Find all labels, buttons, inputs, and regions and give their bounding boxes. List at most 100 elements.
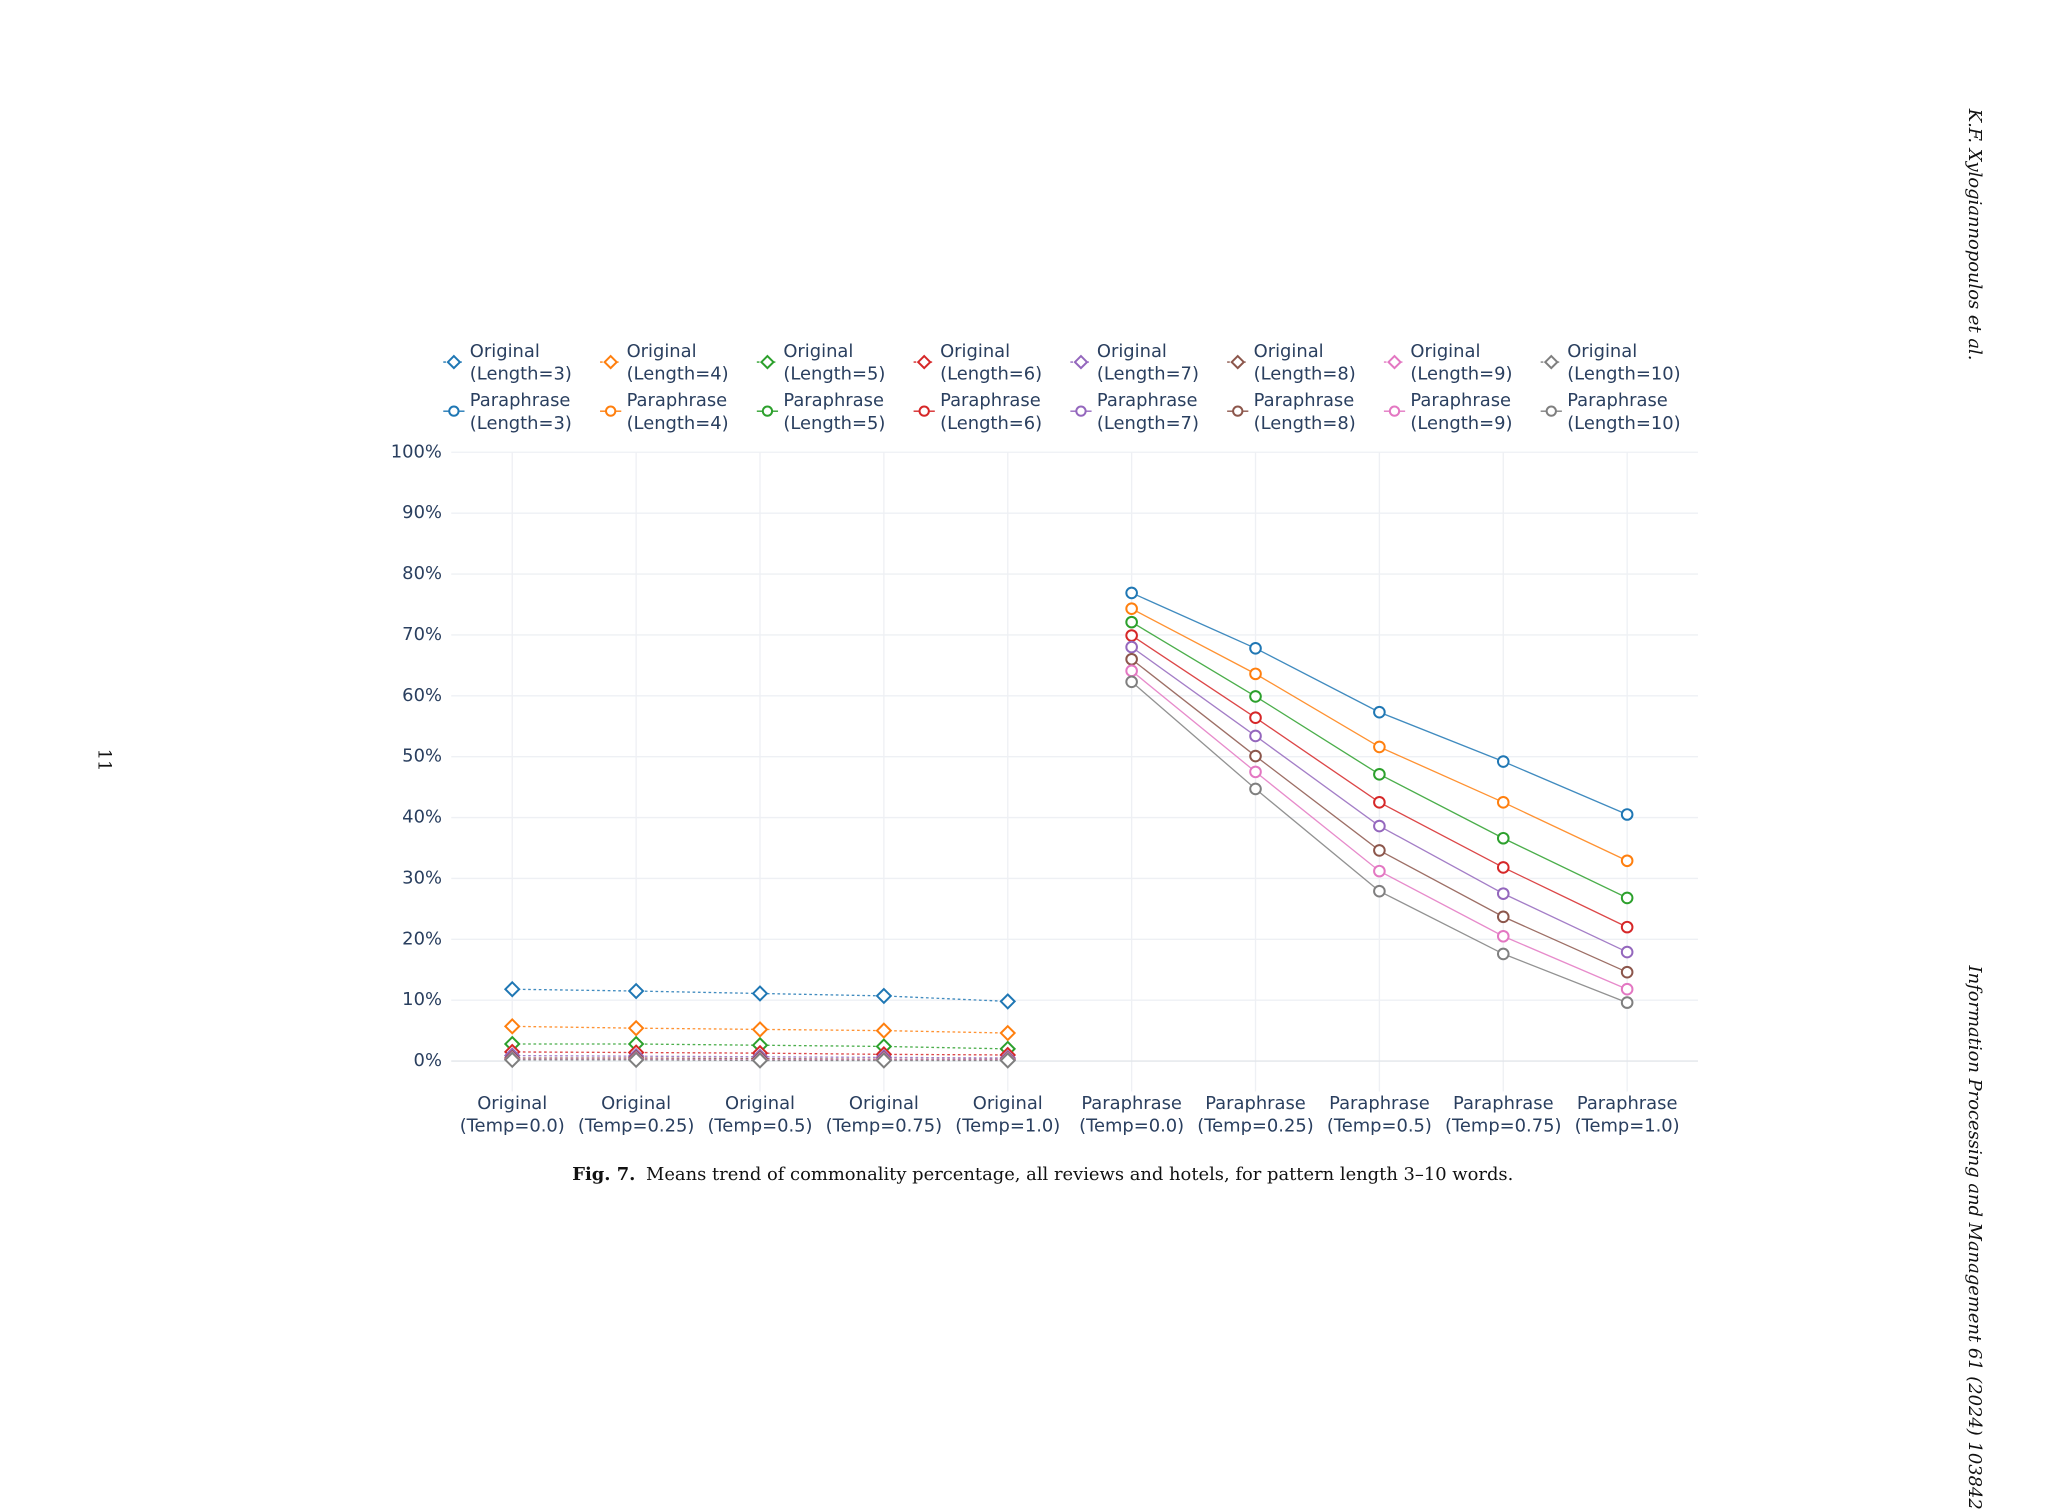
data-marker [751, 1021, 769, 1038]
y-tick-label: 0% [414, 1050, 442, 1071]
data-marker [1496, 947, 1510, 961]
x-tick-label: Original (Temp=0.0) [460, 1093, 565, 1137]
data-marker [1620, 996, 1634, 1009]
legend-marker [1388, 405, 1401, 417]
legend-label: Paraphrase (Length=9) [1410, 390, 1512, 434]
data-marker [1249, 667, 1262, 681]
y-tick-label: 100% [391, 441, 442, 462]
legend-marker [446, 354, 462, 370]
x-tick-label: Original (Temp=1.0) [955, 1093, 1060, 1137]
x-tick-label: Original (Temp=0.5) [707, 1093, 812, 1137]
legend-label: Paraphrase (Length=6) [940, 390, 1042, 434]
legend-label: Original (Length=8) [1254, 341, 1356, 385]
y-tick-label: 90% [402, 502, 442, 523]
data-marker [875, 987, 893, 1005]
legend-label: Original (Length=7) [1097, 341, 1199, 385]
x-tick-label: Paraphrase (Temp=1.0) [1575, 1093, 1680, 1137]
x-tick-label: Paraphrase (Temp=0.0) [1079, 1093, 1184, 1137]
data-marker [1496, 929, 1510, 943]
data-marker [1125, 640, 1138, 654]
data-marker [503, 980, 521, 998]
x-tick-label: Original (Temp=0.75) [826, 1093, 942, 1137]
legend-label: Original (Length=6) [940, 341, 1042, 385]
data-marker [503, 1018, 521, 1035]
legend-marker [918, 405, 930, 417]
legend-label: Original (Length=10) [1567, 341, 1680, 385]
data-marker [1125, 586, 1138, 600]
running-head: K.F. Xylogiannopoulos et al. [1964, 108, 1985, 361]
data-marker [1125, 629, 1138, 642]
data-marker [1249, 642, 1262, 655]
data-marker [627, 982, 645, 1000]
legend-label: Paraphrase (Length=4) [627, 390, 729, 434]
legend-marker [759, 354, 775, 370]
data-marker [1620, 854, 1634, 868]
legend-marker [1543, 354, 1559, 370]
plot: Original (Temp=0.0) Original (Temp=0.25) Ori… [391, 341, 1698, 1137]
legend-label: Original (Length=9) [1410, 341, 1512, 385]
data-marker [751, 985, 769, 1002]
data-marker [1125, 664, 1138, 678]
data-marker [1373, 796, 1386, 809]
data-marker [1125, 652, 1138, 666]
legend-label: Original (Length=5) [783, 341, 885, 385]
y-tick-label: 30% [402, 867, 442, 888]
data-marker [1496, 831, 1510, 845]
data-marker [1620, 808, 1634, 821]
data-marker [1373, 844, 1386, 857]
data-marker [1620, 982, 1634, 996]
data-marker [999, 993, 1017, 1010]
data-marker [1620, 945, 1634, 959]
legend-marker [1230, 354, 1246, 370]
data-marker [1373, 819, 1386, 833]
journal-name: Information Processing and Management 61… [1964, 965, 1985, 1510]
data-marker [1125, 602, 1138, 616]
y-tick-label: 20% [402, 928, 442, 949]
data-marker [627, 1051, 645, 1069]
data-marker [1496, 796, 1510, 809]
data-marker [1249, 690, 1262, 703]
y-tick-label: 10% [402, 989, 442, 1010]
legend-label: Original (Length=4) [627, 341, 729, 385]
data-marker [1496, 887, 1510, 900]
data-marker [1125, 675, 1138, 689]
data-marker [1249, 749, 1262, 763]
data-marker [1249, 711, 1262, 725]
data-marker [1125, 615, 1138, 629]
legend-marker [761, 405, 774, 417]
legend-marker [1545, 405, 1557, 417]
data-marker [1496, 861, 1510, 874]
data-marker [1496, 755, 1510, 768]
y-tick-label: 40% [402, 807, 442, 828]
data-marker [1373, 740, 1386, 754]
legend-label: Paraphrase (Length=10) [1567, 390, 1680, 434]
data-marker [627, 1019, 645, 1037]
legend-marker [1073, 354, 1089, 370]
legend-label: Paraphrase (Length=3) [470, 390, 572, 434]
x-tick-label: Original (Temp=0.25) [578, 1093, 694, 1137]
data-marker [1249, 765, 1262, 779]
y-tick-label: 50% [402, 746, 442, 767]
legend-marker [916, 354, 932, 370]
legend-marker [603, 354, 619, 370]
x-tick-label: Paraphrase (Temp=0.75) [1445, 1093, 1561, 1137]
legend-label: Paraphrase (Length=8) [1254, 390, 1356, 434]
data-marker [999, 1052, 1017, 1069]
data-marker [999, 1024, 1017, 1042]
caption-label: Fig. 7. [572, 1164, 635, 1185]
x-tick-label: Paraphrase (Temp=0.25) [1197, 1093, 1313, 1137]
data-marker [1496, 910, 1510, 924]
legend-marker [1387, 354, 1402, 370]
data-marker [1620, 920, 1634, 934]
data-marker [875, 1022, 893, 1039]
data-marker [1620, 965, 1634, 979]
x-tick-label: Paraphrase (Temp=0.5) [1327, 1093, 1432, 1137]
figure-caption: Fig. 7. Means trend of commonality percen… [572, 1164, 1513, 1185]
legend-label: Original (Length=3) [470, 341, 572, 385]
data-marker [1373, 705, 1386, 719]
legend-marker [1232, 405, 1244, 417]
page-number: 11 [94, 749, 115, 772]
legend-marker [448, 405, 460, 417]
